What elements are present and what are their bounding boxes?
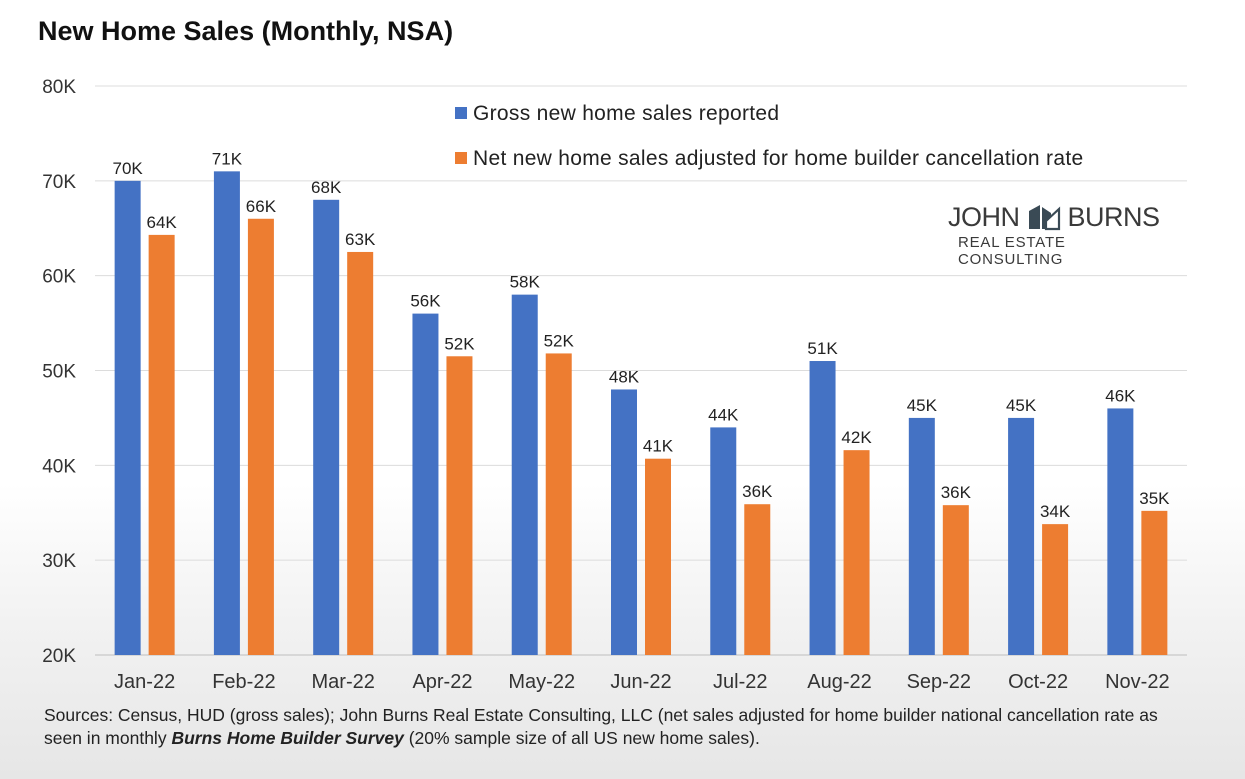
y-tick-label: 50K [42,362,76,383]
y-tick-label: 80K [42,77,76,98]
net-sales-bar [744,504,771,655]
gross-sales-bar [511,294,538,655]
net-sales-bar [1042,524,1069,655]
gross-sales-bar [1008,417,1035,655]
legend-swatch-net [455,152,467,164]
y-tick-label: 60K [42,267,76,288]
x-tick-label: Aug-22 [807,671,872,693]
gross-sales-bar [710,427,737,655]
x-tick-label: May-22 [508,671,575,693]
gross-sales-data-label: 68K [311,178,342,197]
sources-survey-name: Burns Home Builder Survey [171,728,404,748]
gross-sales-data-label: 44K [708,405,739,424]
gross-sales-data-label: 48K [609,367,640,386]
company-logo: JOHN BURNS REAL ESTATE CONSULTING [948,200,1163,268]
sources-text-1: Sources: Census, HUD (gross sales); John… [44,705,1158,748]
net-sales-data-label: 34K [1040,502,1071,521]
net-sales-bar [1141,510,1168,655]
legend-label-net: Net new home sales adjusted for home bui… [473,147,1083,170]
x-tick-label: Feb-22 [212,671,275,693]
net-sales-bar [247,218,274,655]
x-tick-label: Oct-22 [1008,671,1068,693]
chart-title: New Home Sales (Monthly, NSA) [38,16,454,46]
logo-word-left: JOHN [948,202,1020,232]
net-sales-bar [843,450,870,655]
x-tick-label: Jul-22 [713,671,767,693]
logo-word-right: BURNS [1067,202,1161,232]
gross-sales-data-label: 45K [1006,396,1037,415]
net-sales-data-label: 63K [345,230,376,249]
gross-sales-bar [213,171,240,655]
gross-sales-bar [809,361,836,655]
net-sales-data-label: 36K [941,483,972,502]
legend-swatch-gross [455,107,467,119]
gross-sales-data-label: 71K [212,149,243,168]
x-tick-label: Nov-22 [1105,671,1169,693]
net-sales-data-label: 41K [643,437,674,456]
sources-text-2: (20% sample size of all US new home sale… [403,728,760,748]
gross-sales-data-label: 56K [410,292,441,311]
gross-sales-bar [114,180,141,656]
gross-sales-data-label: 46K [1105,386,1136,405]
y-tick-label: 70K [42,172,76,193]
gross-sales-data-label: 51K [807,339,838,358]
gross-sales-bar [412,313,439,655]
x-tick-label: Mar-22 [312,671,375,693]
net-sales-data-label: 36K [742,482,773,501]
sources-note: Sources: Census, HUD (gross sales); John… [44,704,1194,750]
net-sales-data-label: 42K [841,428,872,447]
x-tick-label: Apr-22 [412,671,472,693]
y-tick-label: 30K [42,551,76,572]
gross-sales-bar [611,389,637,655]
logo-subtitle: REAL ESTATE CONSULTING [958,234,1066,268]
net-sales-bar [645,458,671,655]
x-tick-label: Jan-22 [114,671,175,693]
net-sales-data-label: 66K [246,197,277,216]
net-sales-data-label: 35K [1139,489,1170,508]
net-sales-bar [942,505,969,655]
y-tick-label: 40K [42,456,76,477]
gross-sales-bar [313,199,340,656]
y-tick-label: 20K [42,646,76,667]
logo-mark-icon [1028,205,1060,231]
gross-sales-data-label: 70K [113,159,144,178]
net-sales-data-label: 52K [444,334,475,353]
net-sales-bar [347,251,374,656]
net-sales-bar [446,356,473,655]
gross-sales-data-label: 58K [510,273,541,292]
legend-label-gross: Gross new home sales reported [473,102,779,125]
net-sales-data-label: 64K [147,213,178,232]
gross-sales-bar [1107,408,1134,655]
net-sales-bar [148,234,175,655]
x-tick-label: Sep-22 [907,671,972,693]
x-tick-label: Jun-22 [610,671,671,693]
net-sales-bar [545,353,572,655]
net-sales-data-label: 52K [544,331,575,350]
gross-sales-data-label: 45K [907,396,938,415]
gross-sales-bar [908,417,935,655]
